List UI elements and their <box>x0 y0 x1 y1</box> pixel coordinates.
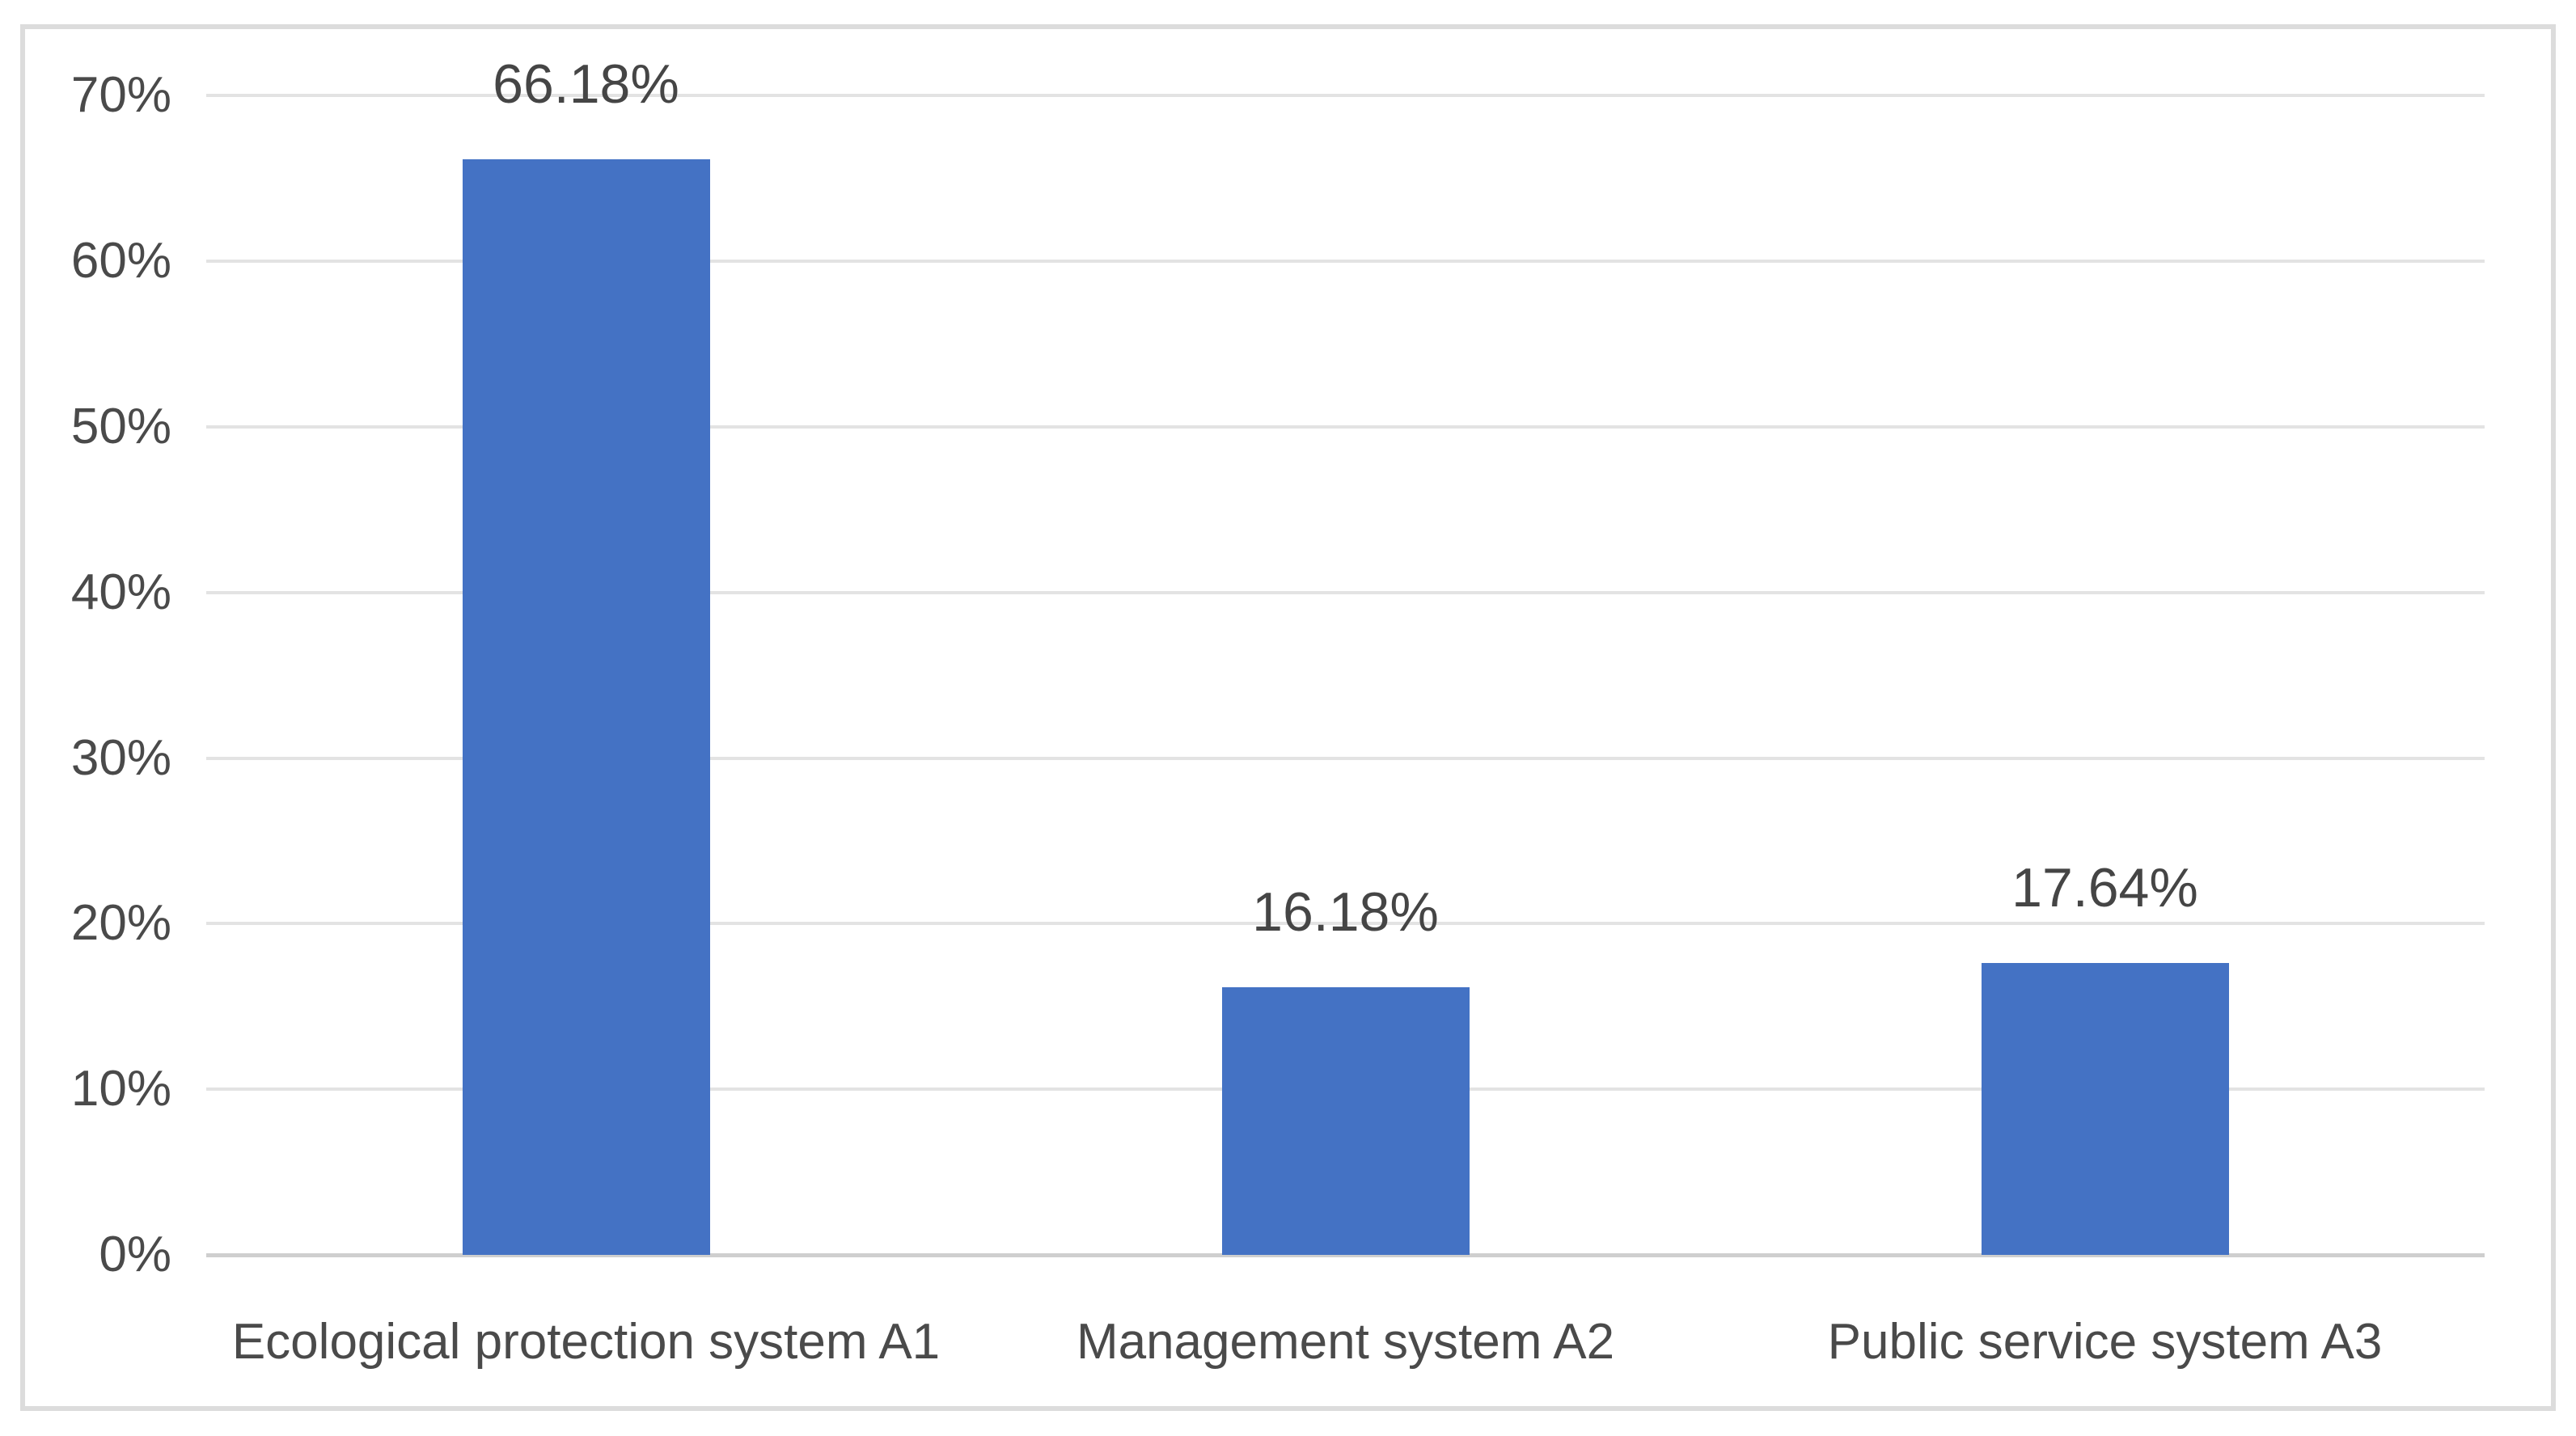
gridline-30% <box>206 756 2485 760</box>
bar-data-label: 16.18% <box>1252 881 1439 943</box>
x-axis-line <box>206 1253 2485 1257</box>
y-axis-tick-label: 40% <box>70 564 171 620</box>
x-axis-category-label: Public service system A3 <box>1827 1314 2383 1370</box>
y-axis-tick-label: 70% <box>70 67 171 124</box>
y-axis-tick-label: 20% <box>70 895 171 952</box>
x-axis-category-label: Management system A2 <box>1076 1314 1615 1370</box>
bar-2 <box>1221 986 1470 1255</box>
y-axis-tick-label: 10% <box>70 1061 171 1117</box>
gridline-20% <box>206 922 2485 926</box>
x-axis-category-label: Ecological protection system A1 <box>231 1314 941 1370</box>
gridline-60% <box>206 260 2485 264</box>
bar-3 <box>1981 962 2229 1255</box>
gridline-40% <box>206 590 2485 594</box>
bar-data-label: 66.18% <box>493 53 679 115</box>
y-axis-tick-label: 0% <box>99 1227 171 1282</box>
y-axis-tick-label: 30% <box>70 729 171 786</box>
y-axis-tick-label: 60% <box>70 233 171 289</box>
gridline-50% <box>206 425 2485 429</box>
gridline-70% <box>206 94 2485 98</box>
bar-data-label: 17.64% <box>2011 856 2198 919</box>
y-axis-tick-label: 50% <box>70 399 171 454</box>
bar-1 <box>462 158 710 1255</box>
